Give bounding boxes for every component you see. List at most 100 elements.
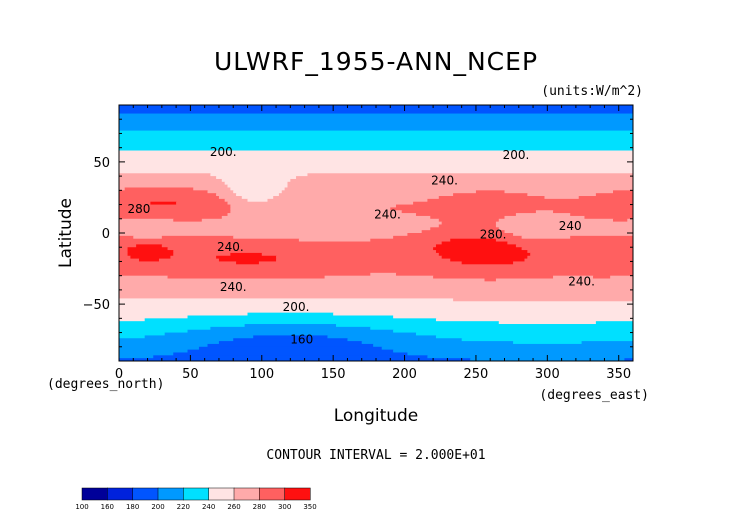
heatmap-cell [593, 275, 611, 280]
heatmap-cell [119, 244, 137, 248]
heatmap-cell [427, 355, 633, 359]
heatmap-cell [119, 144, 633, 149]
heatmap-cell [119, 190, 209, 194]
heatmap-cell [230, 210, 403, 214]
heatmap-cell [119, 224, 440, 228]
heatmap-cell [393, 235, 523, 240]
heatmap-cell [553, 210, 633, 214]
colorbar-swatch [132, 487, 159, 501]
y-tick-labels: 50 0 −50 [83, 156, 110, 313]
colorbar-label: 350 [303, 503, 316, 511]
heatmap-cell [119, 133, 633, 137]
heatmap-cell [227, 213, 417, 217]
heatmap-cell [513, 341, 583, 345]
heatmap-cell [521, 247, 633, 251]
heatmap-cell [119, 159, 633, 163]
heatmap-cell [119, 269, 633, 274]
heatmap-cell [119, 173, 211, 177]
heatmap-cell [119, 312, 249, 317]
heatmap-cell [173, 252, 231, 257]
heatmap-cell [119, 329, 189, 334]
heatmap-cell [119, 127, 633, 132]
heatmap-cell [119, 153, 633, 157]
heatmap-cell [119, 352, 174, 356]
heatmap-cell [624, 358, 633, 361]
heatmap-cell [461, 338, 633, 342]
heatmap-cell [430, 227, 500, 231]
heatmap-cell [438, 218, 500, 223]
heatmap-cell [119, 218, 174, 223]
heatmap-cell [395, 272, 633, 277]
heatmap-cell [176, 201, 229, 206]
x-tick-label: 200 [392, 367, 417, 382]
heatmap-cell [119, 187, 126, 191]
heatmap-cell [119, 238, 300, 243]
heatmap-cell [393, 329, 633, 334]
heatmap-cell [435, 335, 633, 339]
heatmap-cell [435, 244, 517, 248]
heatmap-cell [130, 255, 171, 260]
y-tick-label: −50 [83, 298, 110, 313]
heatmap-cell [119, 355, 154, 359]
heatmap-cell [595, 321, 633, 325]
heatmap-cell [218, 341, 363, 345]
heatmap-cell [278, 193, 454, 197]
heatmap-cell [535, 210, 554, 214]
heatmap-cell [390, 207, 633, 211]
contour-label: 280 [128, 202, 151, 216]
heatmap-cell [570, 235, 633, 240]
heatmap-cell [216, 255, 277, 260]
heatmap-cell [450, 258, 526, 263]
heatmap-cell [495, 238, 633, 243]
heatmap-cell [290, 178, 633, 183]
colorbar-label: 260 [227, 503, 240, 511]
heatmap-cell [119, 164, 633, 169]
units-label: (units:W/m^2) [541, 84, 643, 99]
heatmap-cell [224, 181, 289, 186]
colorbar: 100 160 180 200 220 240 260 280 300 350 [75, 487, 317, 511]
colorbar-label: 220 [177, 503, 190, 511]
colorbar-swatch [233, 487, 260, 501]
heatmap-cell [119, 275, 169, 280]
heatmap-cell [119, 304, 633, 308]
colorbar-swatch [81, 487, 108, 501]
colorbar-swatch [157, 487, 184, 501]
colorbar-label: 280 [253, 503, 266, 511]
heatmap-cell [333, 312, 633, 317]
heatmap-cell [119, 230, 423, 234]
heatmap-cell [258, 261, 463, 265]
heatmap-cell [495, 221, 633, 226]
heatmap-cell [119, 122, 633, 126]
y-tick-label: 0 [102, 227, 110, 242]
heatmap-cell [119, 150, 633, 154]
x-unit-label: (degrees_east) [539, 388, 649, 403]
heatmap-cell [119, 324, 246, 328]
heatmap-cell [230, 207, 391, 211]
heatmap-cell [610, 275, 633, 280]
heatmap-cell [207, 190, 234, 194]
heatmap-cell [347, 338, 463, 342]
x-tick-label: 100 [249, 367, 274, 382]
colorbar-label: 200 [151, 503, 164, 511]
heatmap-cell [127, 250, 174, 254]
heatmap-cell [267, 198, 428, 203]
heatmap-cell [119, 107, 633, 112]
heatmap-cell [327, 335, 437, 339]
contour-label: 240. [374, 208, 401, 222]
heatmap-cell [236, 261, 260, 265]
y-axis-title: Latitude [56, 198, 76, 268]
heatmap-cell [119, 213, 229, 217]
heatmap-cell [210, 326, 371, 331]
heatmap-cell [284, 187, 633, 191]
heatmap-cell [433, 275, 554, 280]
heatmap-cell [221, 178, 291, 183]
heatmap-cell [433, 247, 523, 251]
heatmap-cell [207, 343, 374, 348]
heatmap-cell [119, 252, 129, 257]
heatmap-cell [119, 298, 454, 302]
heatmap-cell [627, 218, 633, 223]
heatmap-cell [187, 315, 394, 319]
heatmap-cell [119, 198, 226, 203]
heatmap-cell [273, 196, 440, 200]
